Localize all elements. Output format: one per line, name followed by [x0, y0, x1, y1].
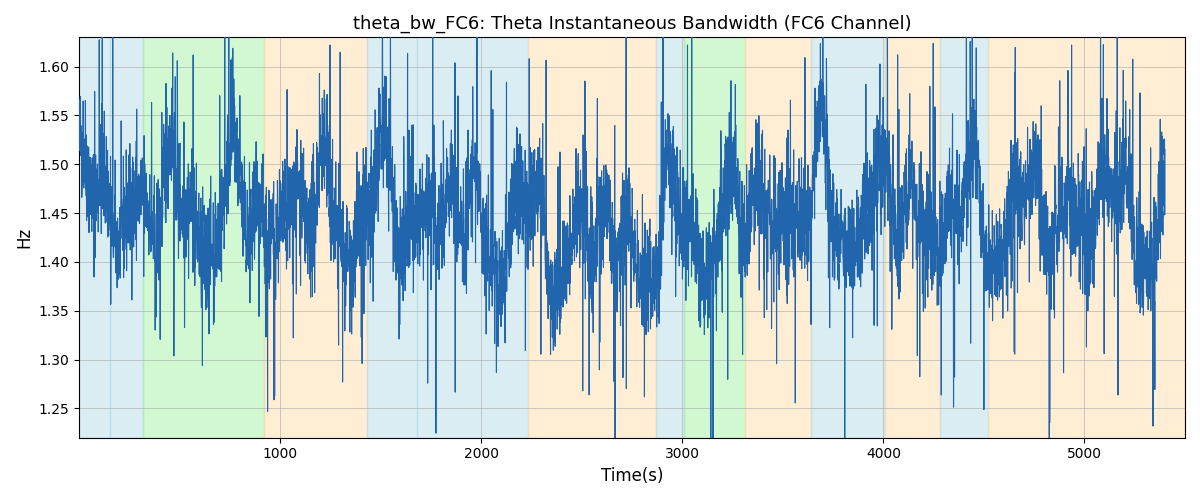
- Bar: [264, 38, 367, 438]
- Bar: [940, 38, 988, 438]
- Bar: [886, 38, 940, 438]
- Bar: [367, 38, 416, 438]
- Bar: [79, 38, 110, 438]
- Bar: [811, 38, 886, 438]
- Bar: [528, 38, 656, 438]
- Bar: [656, 38, 684, 438]
- Bar: [144, 38, 264, 438]
- Y-axis label: Hz: Hz: [14, 227, 32, 248]
- Bar: [110, 38, 144, 438]
- Bar: [416, 38, 528, 438]
- X-axis label: Time(s): Time(s): [601, 467, 664, 485]
- Bar: [745, 38, 811, 438]
- Title: theta_bw_FC6: Theta Instantaneous Bandwidth (FC6 Channel): theta_bw_FC6: Theta Instantaneous Bandwi…: [353, 15, 911, 34]
- Bar: [988, 38, 1184, 438]
- Bar: [684, 38, 745, 438]
